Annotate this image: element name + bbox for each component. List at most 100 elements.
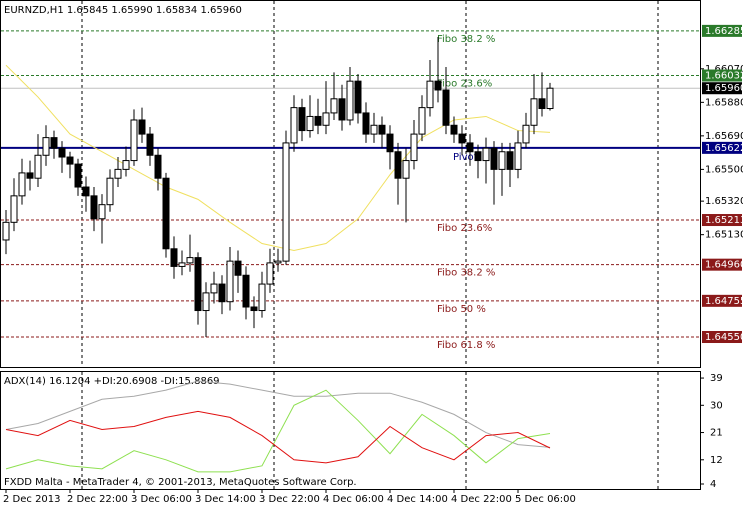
level-text: Fibo 23.6% bbox=[437, 79, 492, 90]
candle-body bbox=[146, 133, 154, 156]
level-text: Pivot bbox=[453, 152, 478, 163]
candle-body bbox=[314, 115, 322, 126]
level-text: Fibo 38.2 % bbox=[437, 268, 495, 279]
candle-body bbox=[162, 177, 170, 250]
candle-body bbox=[122, 160, 130, 170]
moving-average bbox=[5, 64, 551, 252]
indicator-line bbox=[5, 380, 551, 448]
candle-body bbox=[338, 98, 346, 121]
price-label-box bbox=[702, 214, 742, 227]
candle-body bbox=[386, 133, 394, 153]
price-label-box bbox=[702, 141, 742, 154]
candle-body bbox=[362, 112, 370, 135]
candle-body bbox=[322, 112, 330, 126]
candle-body bbox=[234, 260, 242, 276]
candle-body bbox=[546, 87, 554, 110]
candle-body bbox=[370, 124, 378, 135]
candle-body bbox=[202, 292, 210, 312]
y-tick-label: 1.66070 bbox=[705, 64, 743, 75]
candle-body bbox=[154, 154, 162, 179]
candle-body bbox=[114, 168, 122, 179]
candle-body bbox=[266, 262, 274, 285]
sub-frame bbox=[0, 371, 701, 490]
candle-body bbox=[290, 107, 298, 144]
candle-body bbox=[226, 260, 234, 303]
price-label-box bbox=[702, 69, 742, 82]
candle-body bbox=[346, 80, 354, 121]
candle-body bbox=[330, 98, 338, 114]
candle-body bbox=[506, 151, 514, 170]
price-label: 1.64755 bbox=[705, 296, 743, 307]
y-tick-label: 1.65880 bbox=[705, 97, 743, 108]
candle-body bbox=[250, 306, 258, 312]
candle-body bbox=[514, 142, 522, 170]
candle-body bbox=[2, 221, 10, 241]
candle-body bbox=[530, 98, 538, 126]
candle-body bbox=[450, 124, 458, 135]
x-tick-label: 3 Dec 06:00 bbox=[131, 494, 192, 505]
candle-body bbox=[82, 186, 90, 197]
candle-body bbox=[490, 147, 498, 170]
candle-body bbox=[258, 283, 266, 312]
y-tick-label: 1.65130 bbox=[705, 230, 743, 241]
candle-body bbox=[482, 147, 490, 162]
candle-body bbox=[306, 115, 314, 132]
candle-body bbox=[18, 172, 26, 197]
x-tick-label: 3 Dec 14:00 bbox=[195, 494, 256, 505]
candle-body bbox=[58, 147, 66, 158]
x-tick-label: 2 Dec 2013 bbox=[3, 494, 61, 505]
x-tick-label: 2 Dec 22:00 bbox=[67, 494, 128, 505]
indicator-title: ADX(14) 16.1204 +DI:20.6908 -DI:15.8869 bbox=[4, 376, 220, 387]
price-label-box bbox=[702, 258, 742, 271]
candle-body bbox=[282, 142, 290, 262]
level-text: Fibo 50 % bbox=[437, 304, 486, 315]
candle-body bbox=[242, 274, 250, 308]
price-label: 1.66032 bbox=[705, 71, 743, 82]
y-tick-label: 1.65690 bbox=[705, 131, 743, 142]
candle-body bbox=[466, 142, 474, 153]
candle-body bbox=[458, 133, 466, 144]
candle-body bbox=[50, 137, 58, 149]
x-tick-label: 4 Dec 22:00 bbox=[451, 494, 512, 505]
y-tick-label: 39 bbox=[710, 373, 723, 384]
chart-title: EURNZD,H1 1.65845 1.65990 1.65834 1.6596… bbox=[4, 5, 242, 16]
candle-body bbox=[498, 151, 506, 170]
price-label: 1.66285 bbox=[705, 26, 743, 37]
price-label: 1.65213 bbox=[705, 215, 743, 226]
y-tick-label: 4 bbox=[710, 479, 716, 490]
x-tick-label: 5 Dec 06:00 bbox=[515, 494, 576, 505]
candle-body bbox=[218, 283, 226, 303]
candle-body bbox=[298, 107, 306, 132]
y-tick-label: 12 bbox=[710, 455, 723, 466]
candle-body bbox=[354, 80, 362, 114]
candle-body bbox=[426, 80, 434, 109]
candle-body bbox=[42, 137, 50, 156]
y-tick-label: 30 bbox=[710, 400, 723, 411]
price-label: 1.64550 bbox=[705, 332, 743, 343]
candle-body bbox=[138, 119, 146, 135]
y-tick-label: 21 bbox=[710, 428, 723, 439]
x-tick-label: 4 Dec 14:00 bbox=[387, 494, 448, 505]
candle-body bbox=[538, 98, 546, 110]
candle-body bbox=[90, 195, 98, 220]
candle-body bbox=[178, 262, 186, 267]
candle-body bbox=[186, 257, 194, 264]
y-tick-label: 1.65500 bbox=[705, 164, 743, 175]
candle-body bbox=[26, 172, 34, 179]
candle-body bbox=[170, 248, 178, 267]
candle-body bbox=[394, 151, 402, 179]
candle-body bbox=[442, 89, 450, 126]
price-label: 1.65622 bbox=[705, 143, 743, 154]
price-label: 1.64960 bbox=[705, 260, 743, 271]
candle-body bbox=[34, 154, 42, 179]
candle-body bbox=[66, 156, 74, 165]
level-text: Fibo 38.2 % bbox=[437, 34, 495, 45]
x-tick-label: 3 Dec 22:00 bbox=[259, 494, 320, 505]
level-text: Fibo 61.8 % bbox=[437, 340, 495, 351]
candle-body bbox=[434, 80, 442, 91]
candle-body bbox=[106, 177, 114, 206]
candle-body bbox=[474, 151, 482, 162]
